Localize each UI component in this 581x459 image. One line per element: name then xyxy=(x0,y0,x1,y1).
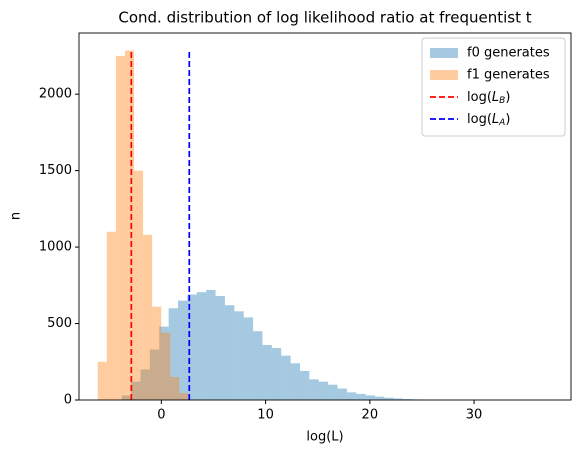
histogram-bar xyxy=(178,301,187,400)
histogram-bar xyxy=(347,392,356,400)
histogram-bar xyxy=(253,331,262,400)
histogram-bar xyxy=(116,56,125,400)
x-tick-label: 30 xyxy=(466,408,483,423)
y-tick-label: 500 xyxy=(47,316,72,331)
histogram-bar xyxy=(244,317,253,400)
histogram-bar xyxy=(179,393,188,400)
histogram-bar xyxy=(98,362,107,400)
x-tick-label: 0 xyxy=(157,408,165,423)
legend-label: f0 generates xyxy=(467,46,550,61)
histogram-bar xyxy=(328,385,337,400)
histogram-bar xyxy=(366,395,375,400)
histogram-bar xyxy=(161,333,170,400)
histogram-bar xyxy=(375,397,384,400)
histogram-bar xyxy=(225,305,234,400)
histogram-bar xyxy=(197,292,206,400)
histogram-bar xyxy=(125,51,134,400)
histogram-bar xyxy=(338,389,347,400)
x-axis-label: log(L) xyxy=(306,430,343,445)
y-axis-label: n xyxy=(9,212,24,220)
histogram-bar xyxy=(134,171,143,400)
chart-title: Cond. distribution of log likelihood rat… xyxy=(118,9,531,27)
histogram-bar xyxy=(107,232,116,400)
legend-swatch xyxy=(430,70,458,80)
histogram-bar xyxy=(234,311,243,400)
histogram-bar xyxy=(143,235,152,400)
histogram-bar xyxy=(187,294,196,400)
histogram-bar xyxy=(291,363,300,400)
histogram-bar xyxy=(170,377,179,400)
legend-swatch xyxy=(430,48,458,58)
histogram-bar xyxy=(281,356,290,400)
histogram-bar xyxy=(152,307,161,400)
x-tick-label: 20 xyxy=(362,408,379,423)
histogram-bar xyxy=(309,379,318,400)
histogram-bar xyxy=(300,371,309,400)
y-tick-label: 2000 xyxy=(39,87,72,102)
histogram-bar xyxy=(272,348,281,400)
histogram-bar xyxy=(216,296,225,400)
x-tick-label: 10 xyxy=(257,408,274,423)
histogram-bar xyxy=(206,290,215,400)
y-tick-label: 0 xyxy=(64,393,72,408)
legend-label: f1 generates xyxy=(467,68,550,83)
y-tick-label: 1000 xyxy=(39,240,72,255)
histogram-bar xyxy=(262,345,271,400)
y-tick-label: 1500 xyxy=(39,163,72,178)
histogram-bar xyxy=(356,394,365,400)
histogram-bar xyxy=(319,382,328,400)
